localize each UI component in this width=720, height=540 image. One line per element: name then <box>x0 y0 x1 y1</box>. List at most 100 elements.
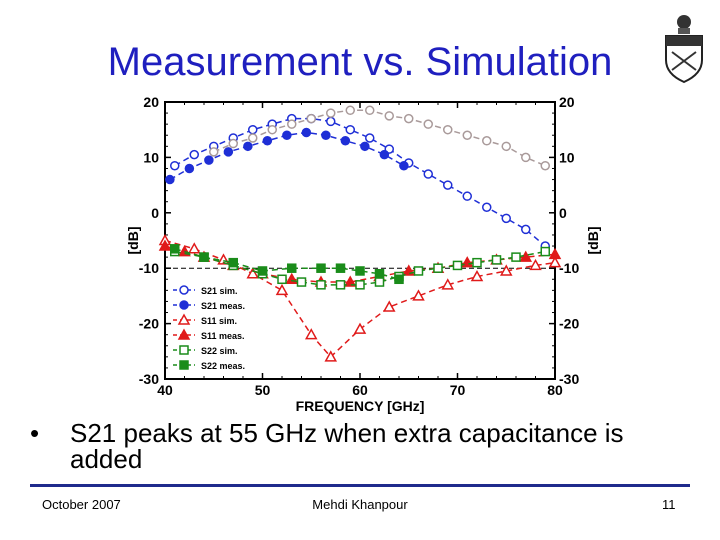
data-point-s5 <box>511 252 521 262</box>
series-line-4 <box>164 245 556 283</box>
data-point-s5 <box>296 277 307 287</box>
data-point-s1 <box>267 124 277 135</box>
data-point-s1 <box>306 113 316 124</box>
slide-title: Measurement vs. Simulation <box>107 40 613 84</box>
data-point-s2 <box>223 147 234 157</box>
y-tick-label-right: 0 <box>559 205 567 221</box>
x-tick-label: 60 <box>352 382 368 398</box>
y-tick-label-right: -30 <box>559 371 579 387</box>
data-point-s5 <box>433 263 443 273</box>
data-point-s3 <box>441 278 455 290</box>
legend-marker <box>179 300 189 310</box>
data-point-s2 <box>399 160 409 171</box>
legend-marker <box>179 285 189 295</box>
data-point-s6 <box>374 268 385 279</box>
y-tick-label-right: 10 <box>559 149 575 165</box>
data-point-s6 <box>199 252 209 262</box>
bullet-dot-icon: • <box>30 418 40 448</box>
data-point-s0 <box>482 202 492 213</box>
y-tick-label-left: -10 <box>139 260 159 276</box>
data-point-s4 <box>158 239 172 251</box>
data-point-s5 <box>316 280 326 290</box>
data-point-s5 <box>491 255 502 265</box>
data-point-s3 <box>324 350 338 362</box>
legend-marker <box>179 345 189 355</box>
data-point-s4 <box>519 250 533 262</box>
data-point-s1 <box>482 136 492 146</box>
slide-number: 11 <box>662 497 676 512</box>
legend-label: S11 meas. <box>201 331 245 341</box>
legend-label: S22 sim. <box>201 346 238 356</box>
data-point-s5 <box>374 277 385 287</box>
data-point-s3 <box>529 258 542 271</box>
y-tick-label-right: -10 <box>559 260 579 276</box>
x-axis-label: FREQUENCY [GHz] <box>296 398 425 414</box>
data-point-s3 <box>548 256 562 268</box>
data-point-s1 <box>443 124 453 135</box>
data-point-s3 <box>470 269 484 282</box>
data-point-s1 <box>228 138 238 149</box>
legend-label: S21 meas. <box>201 301 245 311</box>
data-point-s1 <box>521 152 531 163</box>
data-point-s3 <box>275 283 289 296</box>
data-point-s4 <box>548 247 562 260</box>
data-point-s1 <box>209 147 219 157</box>
university-crest-icon <box>665 15 703 84</box>
data-point-s1 <box>365 105 375 116</box>
y-tick-label-left: -30 <box>139 371 159 387</box>
data-point-s2 <box>165 174 175 185</box>
y-axis-label-left: [dB] <box>125 227 141 255</box>
data-point-s0 <box>326 116 336 127</box>
legend-marker <box>177 313 191 325</box>
data-point-s0 <box>521 224 531 235</box>
y-tick-label-left: 10 <box>143 149 159 165</box>
data-point-s5 <box>335 280 346 290</box>
data-point-s2 <box>360 141 370 152</box>
data-point-s1 <box>501 141 511 152</box>
data-point-s4 <box>285 272 299 285</box>
data-point-s6 <box>335 263 346 273</box>
x-tick-label: 40 <box>157 382 173 398</box>
data-point-s2 <box>243 141 253 152</box>
data-point-s2 <box>184 163 195 174</box>
legend-label: S21 sim. <box>201 286 238 296</box>
legend-marker <box>177 328 191 340</box>
footer-date: October 2007 <box>42 497 121 512</box>
data-point-s1 <box>462 130 472 140</box>
data-point-s1 <box>404 113 414 124</box>
series-line-1 <box>213 109 546 167</box>
data-point-s2 <box>321 130 331 140</box>
footer-author: Mehdi Khanpour <box>312 497 408 512</box>
data-point-s2 <box>262 136 273 146</box>
y-tick-label-right: -20 <box>559 316 579 332</box>
data-point-s0 <box>345 124 355 135</box>
data-point-s3 <box>246 267 260 279</box>
data-point-s5 <box>413 266 424 276</box>
data-point-s1 <box>540 160 550 171</box>
data-point-s6 <box>316 263 326 273</box>
data-point-s3 <box>353 322 367 334</box>
data-point-s3 <box>304 328 318 340</box>
data-point-s0 <box>248 124 258 135</box>
data-point-s6 <box>170 244 180 254</box>
data-point-s1 <box>287 119 297 129</box>
y-axis-label-right: [dB] <box>585 227 601 255</box>
data-point-s5 <box>472 257 482 268</box>
y-tick-label-left: 20 <box>143 94 159 110</box>
legend-marker <box>179 360 189 370</box>
data-point-s6 <box>257 266 268 276</box>
y-tick-label-left: 0 <box>151 205 159 221</box>
data-point-s3 <box>187 242 201 254</box>
data-point-s3 <box>382 300 396 312</box>
data-point-s0 <box>423 169 433 179</box>
data-point-s2 <box>204 155 214 165</box>
data-point-s0 <box>170 160 180 171</box>
data-point-s4 <box>343 275 357 287</box>
legend-label: S22 meas. <box>201 361 245 371</box>
data-point-s0 <box>462 191 472 201</box>
data-point-s2 <box>301 127 312 138</box>
y-tick-label-right: 20 <box>559 94 575 110</box>
data-point-s6 <box>394 274 404 285</box>
footer-rule <box>30 484 690 487</box>
